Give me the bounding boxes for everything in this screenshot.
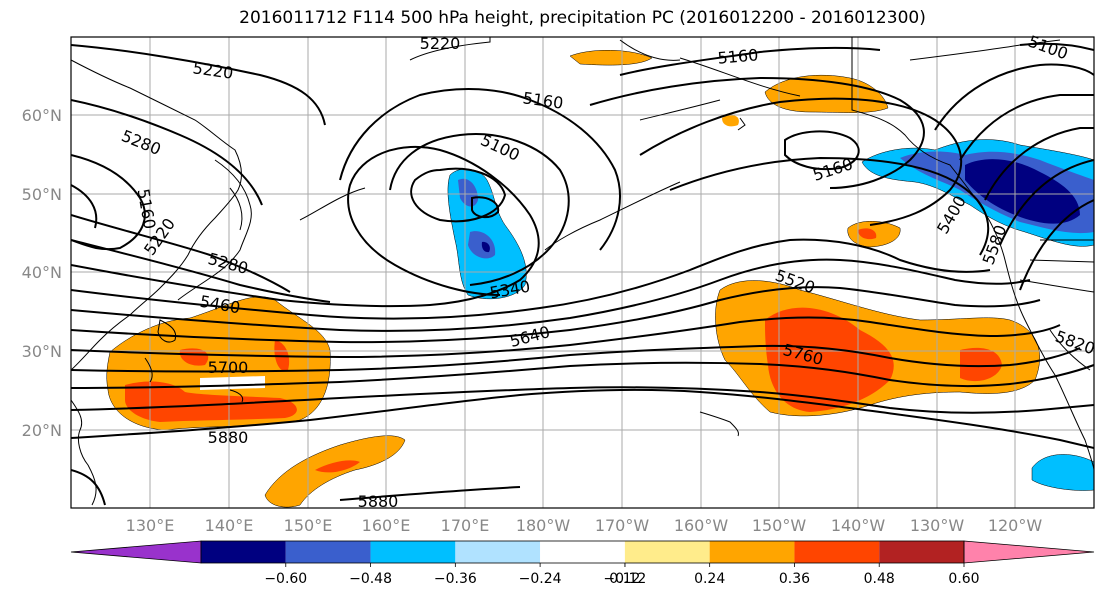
lat-tick-label: 20°N xyxy=(22,421,62,440)
height-contours xyxy=(71,42,1094,506)
lon-tick-label: 160°E xyxy=(362,516,411,535)
lon-tick-label: 180°W xyxy=(516,516,571,535)
lon-tick-label: 150°W xyxy=(752,516,807,535)
colorbar-swatch xyxy=(879,541,964,563)
svg-text:5820: 5820 xyxy=(1053,327,1098,359)
contour-label: 5820 xyxy=(1053,327,1098,359)
lon-tick-label: 140°W xyxy=(831,516,886,535)
svg-text:5160: 5160 xyxy=(717,45,759,67)
map-frame xyxy=(70,36,1095,509)
lon-tick-label: 170°W xyxy=(595,516,650,535)
svg-text:5160: 5160 xyxy=(522,88,565,112)
colorbar-tick-label: 0.24 xyxy=(694,571,725,587)
colorbar-swatch xyxy=(201,541,286,563)
contour-label: 5220 xyxy=(192,58,235,82)
lon-tick-label: 150°E xyxy=(284,516,333,535)
colorbar-tick-label: 0.60 xyxy=(948,571,979,587)
colorbar-tick-label: −0.48 xyxy=(349,571,392,587)
colorbar-tick-label: −0.36 xyxy=(434,571,477,587)
colorbar-swatch xyxy=(794,541,880,563)
svg-text:5880: 5880 xyxy=(358,492,399,511)
lon-axis: 130°E 140°E 150°E 160°E 170°E 180°W 170°W 160°W… xyxy=(126,516,1043,535)
lon-tick-label: 160°W xyxy=(674,516,729,535)
colorbar-swatch xyxy=(709,541,795,563)
lon-tick-label: 130°E xyxy=(126,516,175,535)
colorbar-tick-label: −0.24 xyxy=(519,571,562,587)
colorbar-tick-label: 0.36 xyxy=(779,571,810,587)
lat-tick-label: 50°N xyxy=(22,185,62,204)
lon-tick-label: 120°W xyxy=(988,516,1043,535)
contour-label: 5280 xyxy=(206,249,250,278)
contour-label: 5700 xyxy=(208,358,249,377)
colorbar-tick-label: −0.12 xyxy=(603,571,646,587)
contour-label: 5220 xyxy=(420,34,461,53)
contour-label: 5880 xyxy=(208,428,249,447)
lat-tick-label: 60°N xyxy=(22,106,62,125)
map-plot-area xyxy=(71,37,1094,508)
colorbar-swatch xyxy=(370,541,456,563)
contour-label: 5880 xyxy=(358,492,399,511)
lat-axis: 60°N 50°N 40°N 30°N 20°N xyxy=(22,106,62,440)
colorbar-tick-label: 0.48 xyxy=(864,571,895,587)
contour-label: 5160 xyxy=(717,45,759,67)
svg-text:5220: 5220 xyxy=(192,58,235,82)
lon-tick-label: 130°W xyxy=(910,516,965,535)
contour-label: 5580 xyxy=(979,222,1011,267)
lat-tick-label: 40°N xyxy=(22,263,62,282)
colorbar-extend-low xyxy=(70,540,202,564)
colorbar-swatch xyxy=(540,541,625,563)
map-title: 2016011712 F114 500 hPa height, precipit… xyxy=(239,8,926,28)
colorbar-tick-label: −0.60 xyxy=(264,571,307,587)
lon-tick-label: 140°E xyxy=(205,516,254,535)
colorbar-swatch xyxy=(624,541,710,563)
colorbar-swatch xyxy=(455,541,541,563)
precip-shading xyxy=(106,50,1094,508)
svg-text:5280: 5280 xyxy=(119,126,164,159)
svg-text:5700: 5700 xyxy=(208,358,249,377)
lon-tick-label: 170°E xyxy=(441,516,490,535)
svg-text:5580: 5580 xyxy=(979,222,1011,267)
svg-text:5220: 5220 xyxy=(420,34,461,53)
lat-tick-label: 30°N xyxy=(22,342,62,361)
contour-label: 5280 xyxy=(119,126,164,159)
contour-label: 5160 xyxy=(522,88,565,112)
colorbar: −0.60 −0.48 −0.36 −0.24 −0.120.12 0.24 0.36 0.4… xyxy=(70,540,1095,587)
colorbar-tick-label: 0.12 xyxy=(609,571,640,587)
colorbar-extend-high xyxy=(963,540,1095,564)
svg-text:5280: 5280 xyxy=(206,249,250,278)
colorbar-swatch xyxy=(285,541,371,563)
svg-text:5880: 5880 xyxy=(208,428,249,447)
